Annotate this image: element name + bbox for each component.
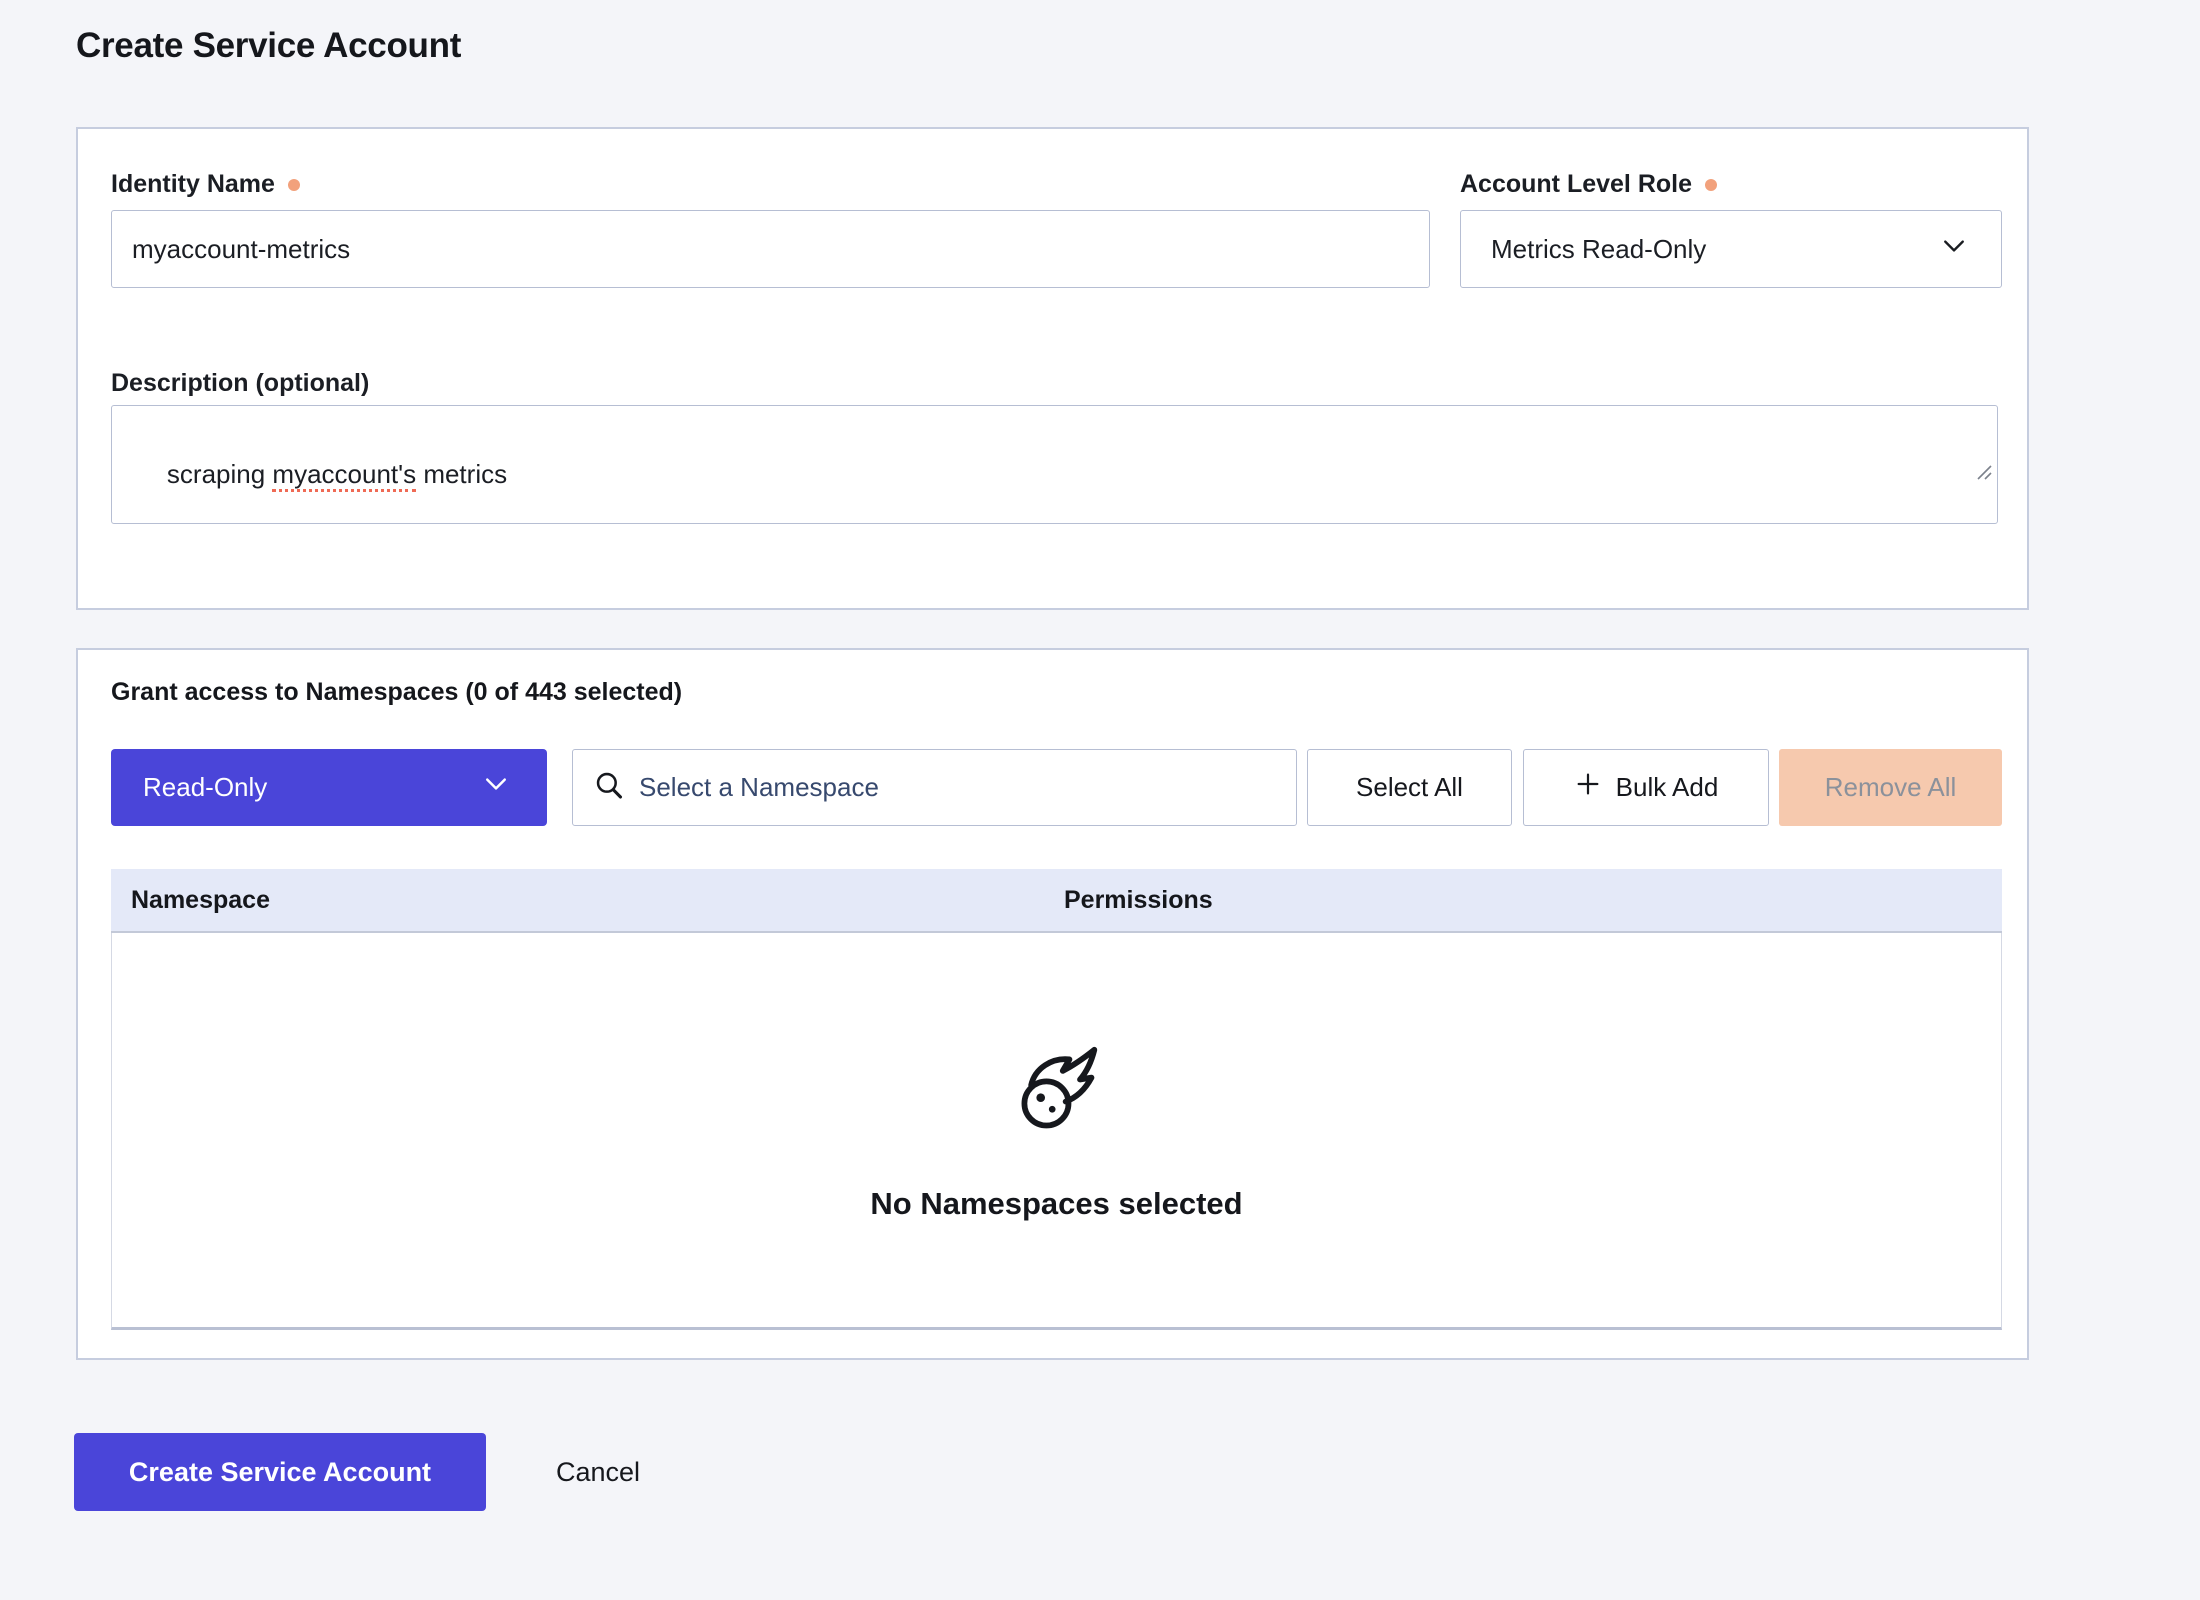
chevron-down-icon [481, 769, 511, 806]
chevron-down-icon [1939, 231, 1969, 268]
create-service-account-button[interactable]: Create Service Account [74, 1433, 486, 1511]
select-all-label: Select All [1356, 772, 1463, 802]
account-level-role-label-text: Account Level Role [1460, 170, 1692, 198]
namespaces-heading: Grant access to Namespaces (0 of 443 sel… [111, 678, 683, 706]
plus-icon [1574, 770, 1602, 805]
create-service-account-label: Create Service Account [128, 1456, 432, 1487]
description-label: Description (optional) [111, 369, 369, 398]
account-level-role-value: Metrics Read-Only [1491, 233, 1707, 264]
search-icon [593, 769, 625, 806]
identity-panel: Identity Name Account Level Role Metrics… [76, 127, 2029, 610]
description-text-misspelled: myaccount's [272, 459, 417, 492]
description-textarea[interactable]: scraping myaccount's metrics [111, 405, 1998, 524]
namespaces-panel: Grant access to Namespaces (0 of 443 sel… [76, 648, 2029, 1360]
comet-icon [1011, 1045, 1103, 1142]
column-header-namespace: Namespace [131, 885, 270, 914]
empty-state-message: No Namespaces selected [870, 1186, 1243, 1221]
description-label-text: Description (optional) [111, 369, 370, 397]
column-header-permissions: Permissions [1064, 885, 1213, 914]
identity-name-input[interactable] [111, 210, 1430, 288]
page-title: Create Service Account [76, 26, 462, 65]
required-dot-icon [1705, 178, 1717, 191]
namespaces-table-header: Namespace Permissions [111, 869, 2002, 933]
namespaces-table-body: No Namespaces selected [111, 933, 2002, 1330]
account-level-role-select[interactable]: Metrics Read-Only [1460, 210, 2002, 288]
cancel-button[interactable]: Cancel [556, 1433, 640, 1511]
remove-all-button[interactable]: Remove All [1779, 749, 2002, 826]
account-level-role-label: Account Level Role [1460, 170, 1717, 199]
permission-dropdown-value: Read-Only [143, 772, 268, 802]
identity-name-label: Identity Name [111, 170, 300, 199]
remove-all-label: Remove All [1824, 772, 1957, 802]
namespace-search-input[interactable] [639, 772, 1278, 803]
resize-handle-icon[interactable] [1932, 425, 1992, 518]
identity-name-label-text: Identity Name [111, 170, 275, 198]
description-text-before: scraping [166, 459, 273, 489]
namespace-search[interactable] [572, 749, 1297, 826]
select-all-button[interactable]: Select All [1307, 749, 1512, 826]
bulk-add-button[interactable]: Bulk Add [1523, 749, 1769, 826]
cancel-label: Cancel [556, 1456, 641, 1487]
bulk-add-label: Bulk Add [1615, 772, 1719, 802]
required-dot-icon [287, 178, 300, 191]
permission-dropdown[interactable]: Read-Only [111, 749, 547, 826]
description-text-after: metrics [416, 459, 508, 489]
